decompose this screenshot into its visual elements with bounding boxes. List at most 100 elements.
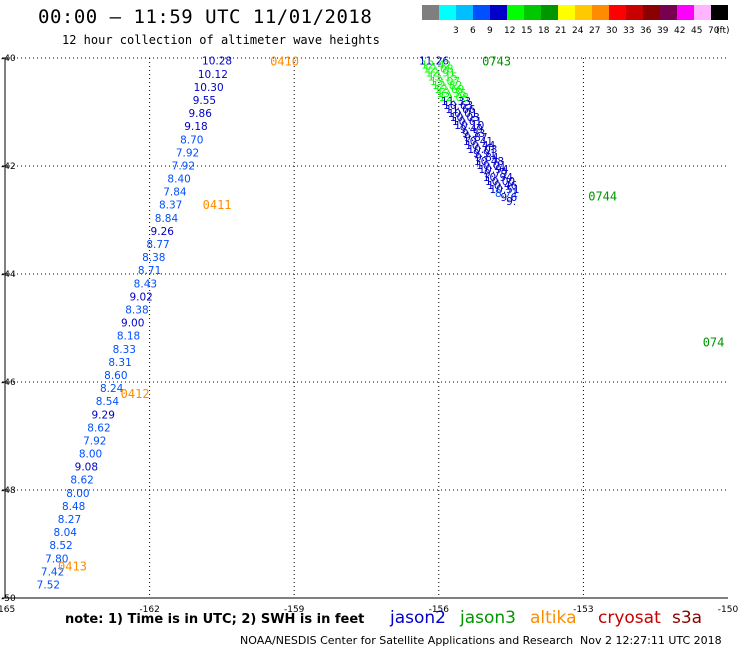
data-point-label: 7.42 (41, 566, 64, 578)
scale-swatch (575, 5, 592, 20)
scale-label: 45 (691, 26, 703, 36)
data-point-label: 9.87 (464, 132, 487, 144)
footer-timestamp: Nov 2 12:27:11 UTC 2018 (580, 634, 722, 647)
satellite-s3a: s3a (672, 608, 703, 628)
data-point-label: 8.27 (58, 514, 81, 526)
data-point-label: 10.01 (448, 108, 478, 120)
x-tick-label: -156 (429, 605, 450, 615)
scale-swatch (592, 5, 609, 20)
x-tick-label: -150 (718, 605, 739, 615)
time-label: 0743 (482, 55, 511, 69)
data-point-label: 12.08 (439, 92, 469, 104)
data-point-label: 8.52 (49, 540, 72, 552)
chart-subtitle: 12 hour collection of altimeter wave hei… (62, 33, 380, 47)
scale-label: 21 (555, 26, 567, 36)
data-point-label: 12.91 (426, 68, 456, 80)
data-point-label: 9.79 (484, 168, 507, 180)
data-point-label: 9.91 (473, 148, 496, 160)
scale-swatch (507, 5, 524, 20)
data-point-label: 11.26 (419, 56, 449, 68)
data-point-label: 8.70 (180, 134, 203, 146)
data-point-label: 7.92 (83, 435, 106, 447)
data-point-label: 7.92 (176, 147, 199, 159)
data-point-label: 8.24 (100, 383, 124, 395)
scale-swatch (626, 5, 643, 20)
y-tick-label: -50 (1, 594, 16, 604)
scale-swatch (694, 5, 711, 20)
data-point-label: 10.28 (202, 56, 232, 68)
satellite-cryosat: cryosat (598, 608, 661, 628)
data-point-label: 9.18 (184, 121, 207, 133)
data-point-label: 7.80 (45, 553, 68, 565)
scale-swatch (456, 5, 473, 20)
chart-title: 00:00 – 11:59 UTC 11/01/2018 (38, 6, 373, 28)
scale-swatch (490, 5, 507, 20)
scale-swatch (660, 5, 677, 20)
data-point-label: 10.61 (452, 116, 482, 128)
data-point-label: 7.92 (172, 160, 195, 172)
data-point-label: 9.29 (92, 409, 115, 421)
data-point-label: 9. (506, 196, 516, 208)
y-tick-label: -40 (1, 54, 16, 64)
scale-swatch (609, 5, 626, 20)
time-label: 074 (703, 336, 725, 350)
x-tick-label: -162 (139, 605, 159, 615)
footer-credit: NOAA/NESDIS Center for Satellite Applica… (240, 634, 574, 647)
data-point-label: 9.55 (193, 95, 216, 107)
scale-label: 6 (470, 26, 476, 36)
satellite-jason2: jason2 (390, 608, 446, 628)
x-tick-label: -165 (0, 605, 15, 615)
data-point-label: 8.84 (155, 213, 179, 225)
data-point-label: 10.10 (454, 120, 484, 132)
data-point-label: 8.38 (142, 252, 165, 264)
data-point-label: 9.84 (475, 152, 499, 164)
data-point-label: 9.08 (75, 462, 98, 474)
scale-label: 70 (708, 26, 720, 36)
scale-swatch (558, 5, 575, 20)
y-tick-label: -48 (1, 486, 16, 496)
data-point-label: 10.63 (443, 100, 473, 112)
data-point-label: 8.62 (87, 422, 110, 434)
data-point-label: 10.46 (487, 180, 517, 192)
scale-label: 9 (487, 26, 493, 36)
scale-swatch (422, 5, 439, 20)
scale-label: 30 (606, 26, 618, 36)
data-point-label: 8.62 (70, 475, 93, 487)
scale-swatch (524, 5, 541, 20)
scale-label: 3 (453, 26, 459, 36)
x-tick-label: -159 (284, 605, 305, 615)
data-point-label: 12.82 (432, 80, 462, 92)
data-point-label: 9.6 (501, 192, 518, 204)
data-point-label: 8.48 (62, 501, 85, 513)
scale-swatch (643, 5, 660, 20)
data-point-label: 7.52 (37, 580, 60, 592)
data-point-label: 10.12 (198, 69, 228, 81)
data-point-label: 10.94 (483, 172, 513, 184)
scale-swatch (541, 5, 558, 20)
time-label: 0410 (270, 55, 299, 69)
data-point-label: 9.33 (462, 128, 485, 140)
data-point-label: 13.15 (428, 72, 458, 84)
scale-unit: (ft) (716, 26, 730, 36)
data-point-label: 11.66 (445, 104, 475, 116)
data-point-label: 8.04 (54, 527, 78, 539)
data-point-label: 12.42 (421, 60, 451, 72)
time-label: 0413 (58, 560, 87, 574)
footer-note: note: 1) Time is in UTC; 2) SWH is in fe… (65, 612, 365, 627)
data-point-label: 10.03 (450, 112, 480, 124)
y-tick-label: -46 (1, 378, 16, 388)
x-tick-label: -153 (573, 605, 593, 615)
data-point-label: 13.35 (437, 88, 467, 100)
data-point-label: 9.00 (121, 318, 144, 330)
scale-label: 33 (623, 26, 635, 36)
data-point-label: 8.00 (79, 449, 102, 461)
scale-swatch (439, 5, 456, 20)
time-label: 0412 (121, 387, 150, 401)
time-label: 0744 (588, 190, 617, 204)
data-point-label: 8.18 (117, 331, 140, 343)
data-point-label: 8.37 (159, 200, 182, 212)
data-point-label: 8.40 (167, 174, 190, 186)
data-point-label: 12.69 (434, 84, 464, 96)
